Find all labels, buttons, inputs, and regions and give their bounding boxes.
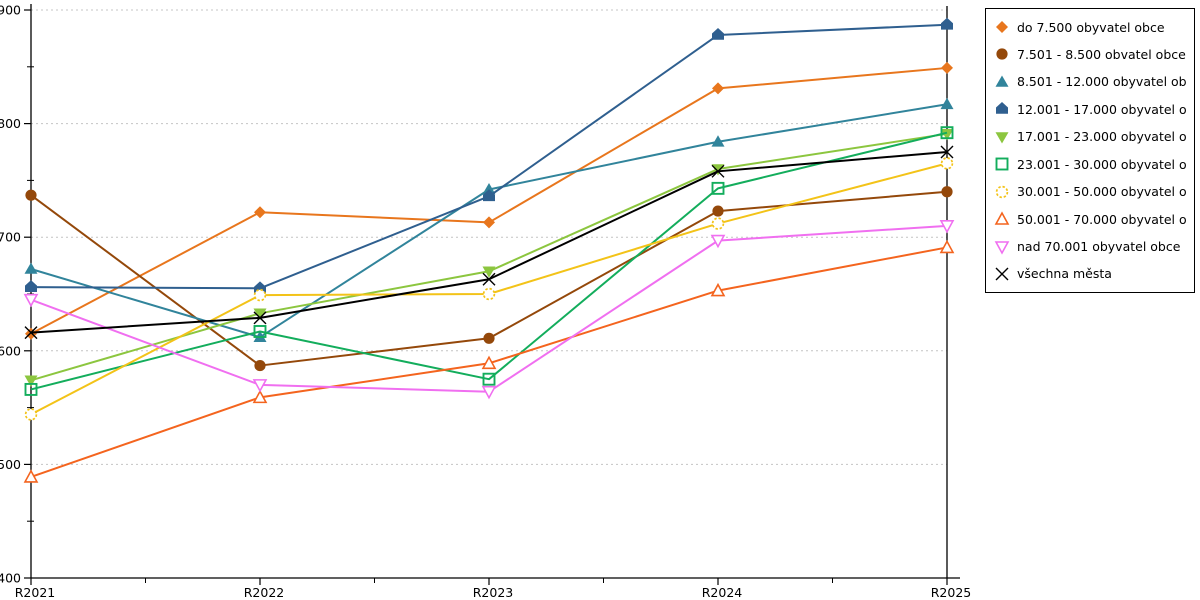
series-0 <box>25 61 953 340</box>
pentagon-legend-icon <box>996 102 1008 115</box>
x-tick-label: R2024 <box>702 585 743 600</box>
legend-item: 30.001 - 50.000 obyvatel obc... <box>994 183 1186 201</box>
legend-item-label: nad 70.001 obyvatel obce <box>1017 239 1181 254</box>
series-3 <box>25 17 953 294</box>
legend-item: 7.501 - 8.500 obvatel obce <box>994 45 1186 63</box>
triangle-up-legend-icon <box>995 75 1009 87</box>
legend-item: nad 70.001 obyvatel obce <box>994 238 1186 256</box>
series-8 <box>23 220 955 400</box>
x-tick-label: R2022 <box>244 585 285 600</box>
series-6 <box>24 157 954 421</box>
legend-item-label: všechna města <box>1017 266 1112 282</box>
x-tick-label: R2025 <box>931 585 972 600</box>
legend-item-label: 8.501 - 12.000 obyvatel obce <box>1017 74 1186 90</box>
circle-legend-icon <box>996 48 1008 61</box>
axis-labels: 400 500 600 700 800 900 R2021 R2022 R2023 R2024 R2… <box>0 3 971 600</box>
legend-item-label: 7.501 - 8.500 obvatel obce <box>1017 46 1186 62</box>
y-tick-label: 500 <box>0 457 21 472</box>
legend-item: do 7.500 obyvatel obce <box>994 18 1186 36</box>
legend-item-label: 30.001 - 50.000 obyvatel obc... <box>1017 184 1186 200</box>
legend-item: 50.001 - 70.000 obyvatel obc... <box>994 210 1186 228</box>
legend-item-label: 17.001 - 23.000 obyvatel obc... <box>1017 129 1186 145</box>
legend-item-label: 50.001 - 70.000 obyvatel obc... <box>1017 211 1186 227</box>
legend-item: všechna města <box>994 265 1186 283</box>
series-5 <box>24 126 954 396</box>
legend-item: 23.001 - 30.000 obyvatel obc... <box>994 155 1186 173</box>
y-tick-label: 700 <box>0 230 21 245</box>
square-open-legend-icon <box>995 157 1009 171</box>
series-7 <box>23 239 955 483</box>
legend: do 7.500 obyvatel obce 7.501 - 8.500 obva… <box>985 8 1195 293</box>
circle-open-dashed-legend-icon <box>995 185 1009 198</box>
y-tick-label: 600 <box>0 343 21 358</box>
diamond-legend-icon <box>996 21 1008 33</box>
legend-item-label: 23.001 - 30.000 obyvatel obc... <box>1017 156 1186 172</box>
triangle-down-legend-icon <box>995 131 1009 144</box>
legend-item: 12.001 - 17.000 obyvatel obc... <box>994 100 1186 118</box>
y-tick-label: 800 <box>0 116 21 131</box>
legend-item: 17.001 - 23.000 obyvatel obc... <box>994 128 1186 146</box>
legend-item: 8.501 - 12.000 obyvatel obce <box>994 73 1186 91</box>
series-1 <box>25 186 953 372</box>
y-tick-label: 900 <box>0 3 21 18</box>
x-tick-label: R2021 <box>15 585 56 600</box>
legend-item-label: 12.001 - 17.000 obyvatel obc... <box>1017 101 1186 117</box>
x-legend-icon <box>995 267 1009 281</box>
series-9 <box>24 145 954 340</box>
legend-item-label: do 7.500 obyvatel obce <box>1017 19 1165 35</box>
y-tick-label: 400 <box>0 571 21 586</box>
triangle-down-open-legend-icon <box>994 240 1010 255</box>
triangle-up-open-legend-icon <box>994 211 1010 225</box>
x-tick-label: R2023 <box>473 585 514 600</box>
